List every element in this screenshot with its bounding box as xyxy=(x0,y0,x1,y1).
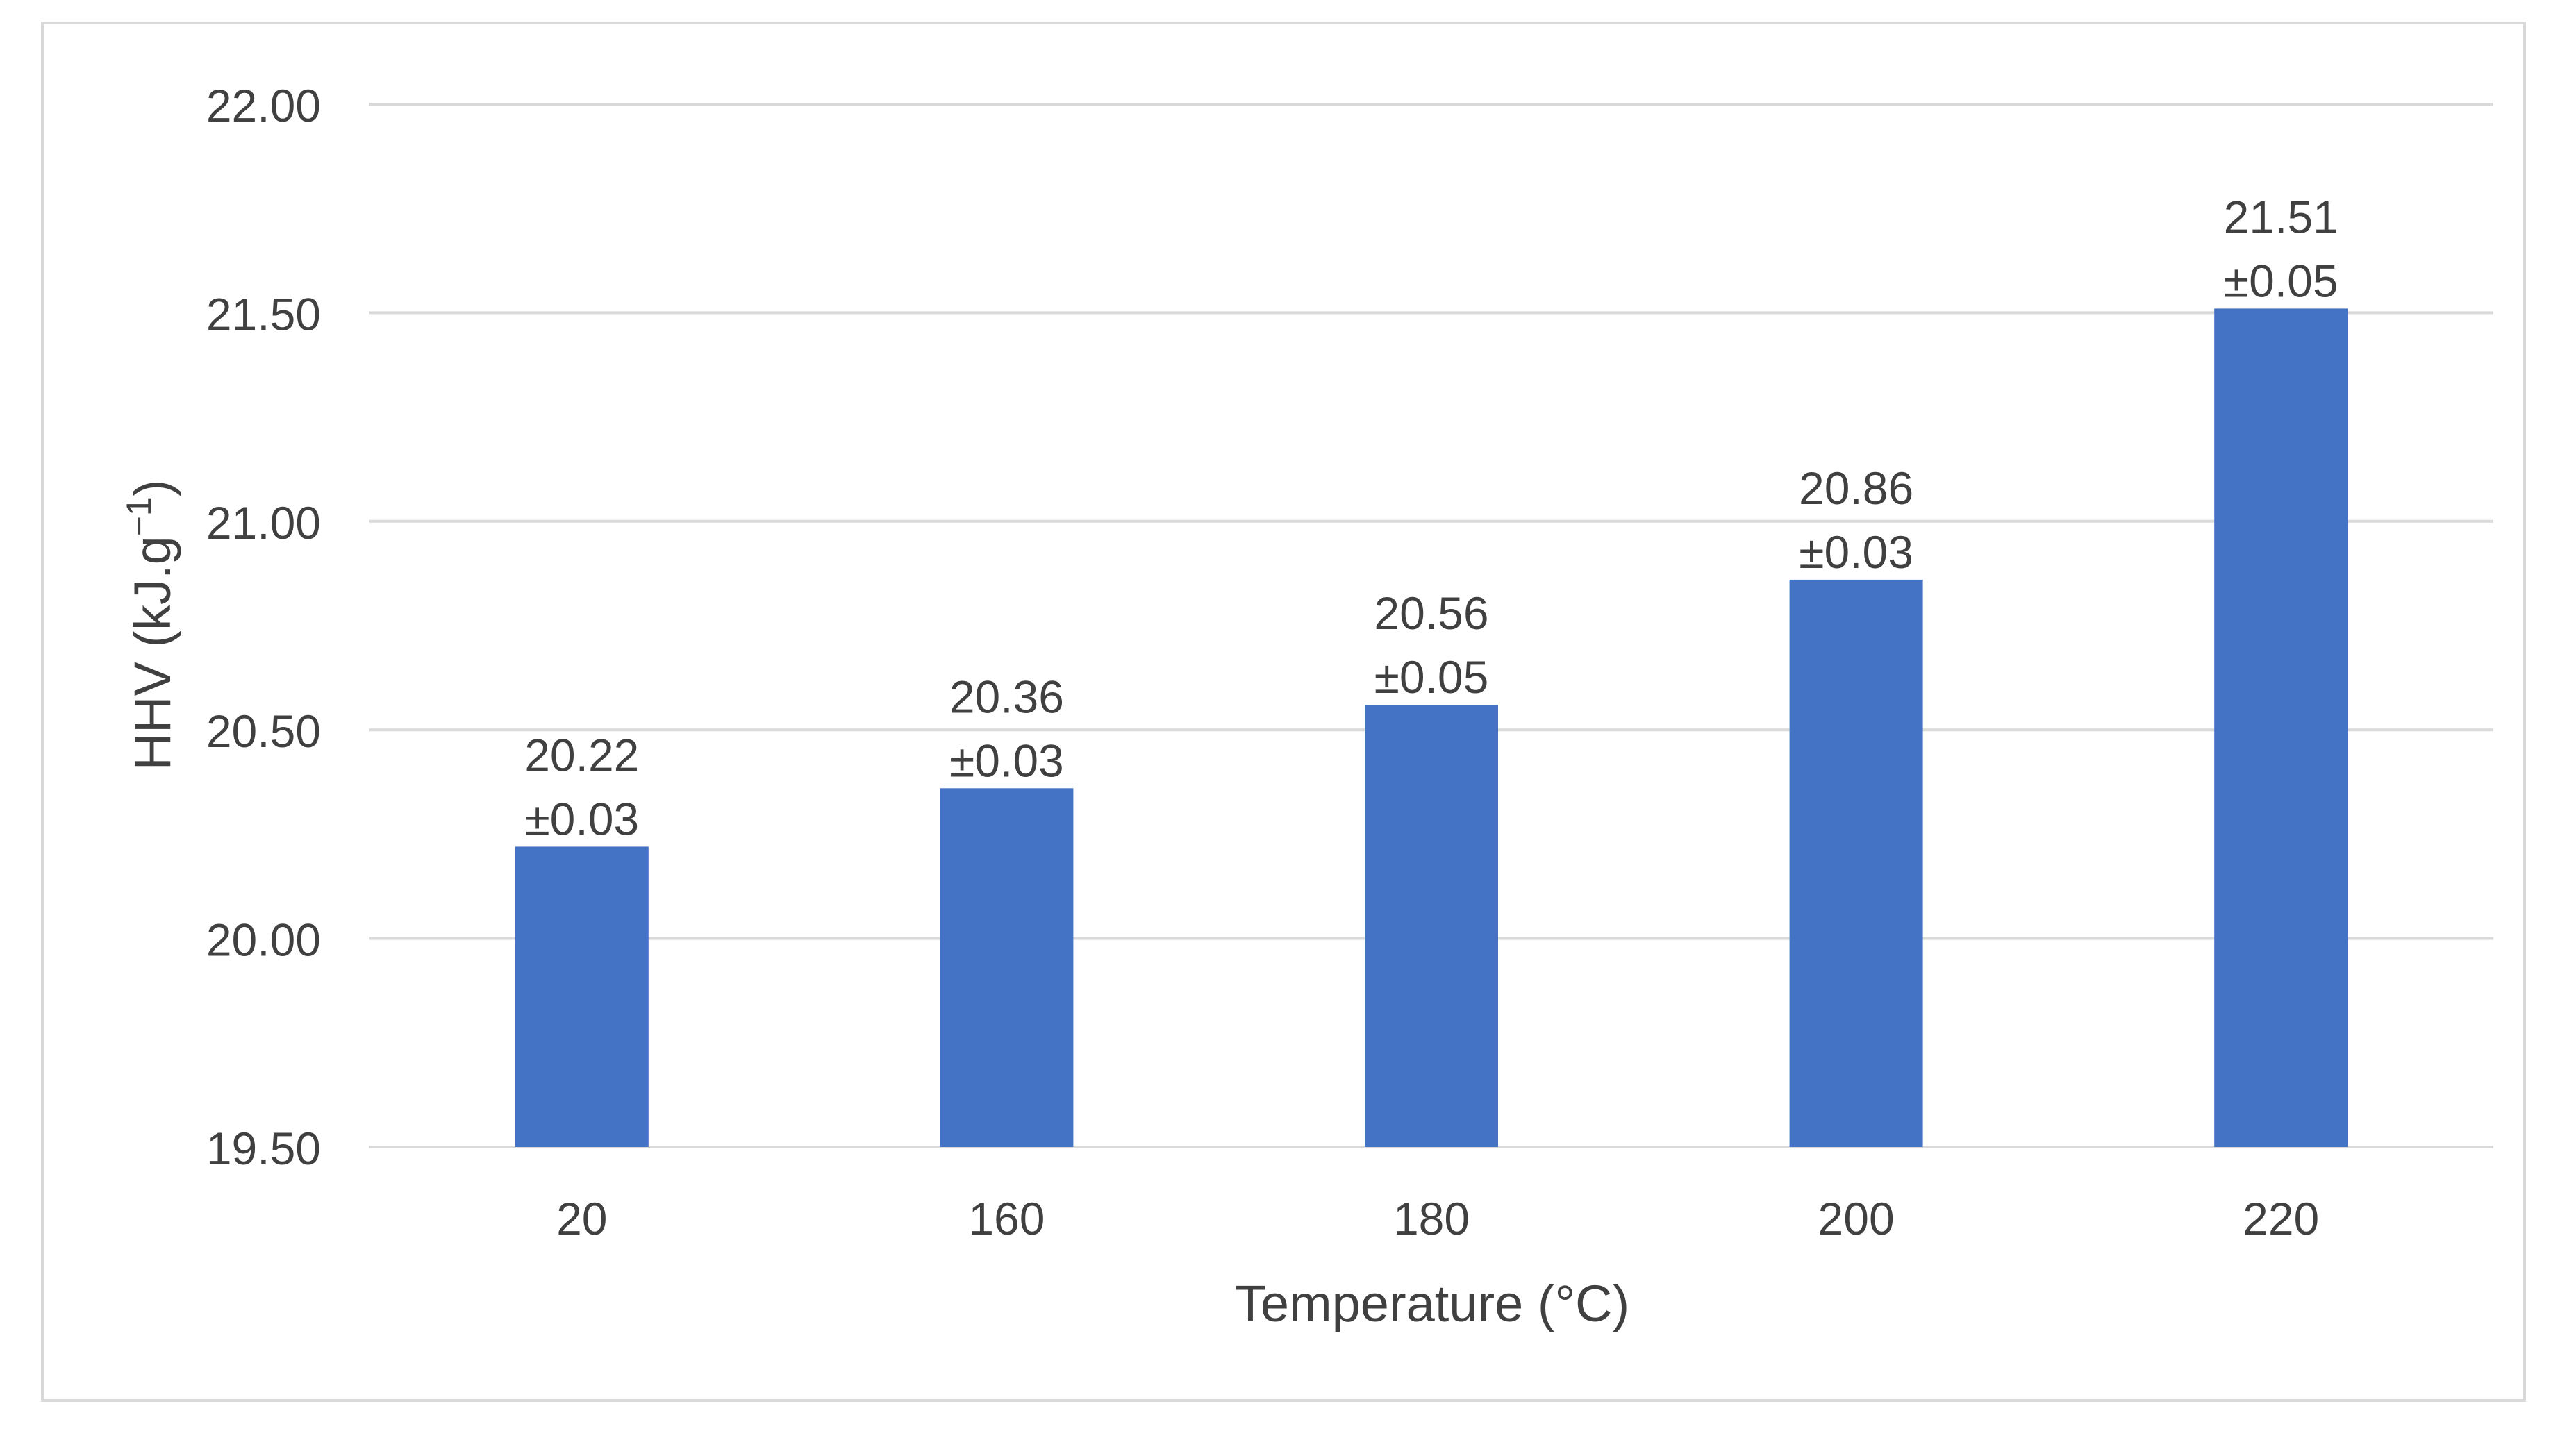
y-axis-title-close: ) xyxy=(124,480,181,497)
data-label-value: 20.22 xyxy=(524,729,639,780)
x-tick-label: 220 xyxy=(2243,1193,2319,1244)
y-axis-title: HHV (kJ.g−1) xyxy=(119,480,181,771)
y-tick-label: 22.00 xyxy=(206,80,321,131)
data-label-error: ±0.05 xyxy=(2224,255,2338,306)
y-axis-title-base: HHV (kJ.g xyxy=(124,536,181,770)
bar xyxy=(515,846,649,1147)
x-tick-label: 180 xyxy=(1393,1193,1470,1244)
x-tick-label: 200 xyxy=(1818,1193,1895,1244)
data-label-error: ±0.05 xyxy=(1374,651,1489,703)
x-tick-label: 160 xyxy=(968,1193,1045,1244)
y-tick-label: 19.50 xyxy=(206,1123,321,1174)
y-tick-label: 21.00 xyxy=(206,497,321,549)
y-tick-label: 21.50 xyxy=(206,288,321,340)
bar xyxy=(940,788,1074,1147)
y-tick-label: 20.00 xyxy=(206,914,321,966)
bar xyxy=(1365,705,1498,1147)
data-label-value: 21.51 xyxy=(2224,191,2338,242)
gridlines xyxy=(369,103,2493,1148)
data-label-value: 20.86 xyxy=(1799,462,1913,514)
bars xyxy=(515,308,2348,1148)
bar xyxy=(1789,579,1923,1147)
y-tick-labels: 19.50 20.00 20.50 21.00 21.50 22.00 xyxy=(206,80,321,1174)
data-label-value: 20.36 xyxy=(949,671,1064,722)
y-axis-title-superscript: −1 xyxy=(119,496,158,536)
data-labels: 20.22 ±0.03 20.36 ±0.03 20.56 ±0.05 20.86 ±0.03… xyxy=(524,191,2338,844)
data-label-error: ±0.03 xyxy=(524,793,639,844)
y-tick-label: 20.50 xyxy=(206,705,321,757)
data-label-error: ±0.03 xyxy=(949,735,1064,786)
x-tick-labels: 20 160 180 200 220 xyxy=(556,1193,2319,1244)
x-tick-label: 20 xyxy=(556,1193,607,1244)
x-axis-title: Temperature (°C) xyxy=(1235,1275,1629,1332)
data-label-value: 20.56 xyxy=(1374,587,1488,639)
data-label-error: ±0.03 xyxy=(1799,526,1913,578)
chart-frame xyxy=(41,22,2526,1402)
bar xyxy=(2214,308,2348,1148)
